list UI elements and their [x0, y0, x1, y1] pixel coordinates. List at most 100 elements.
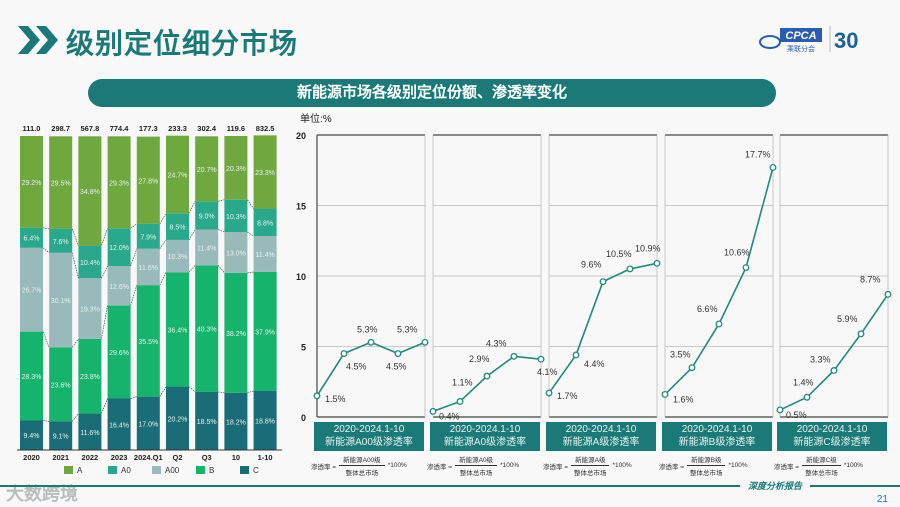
- data-point: [769, 163, 777, 171]
- penetration-formula: 渗透率 = 新能源A00级 整体总市场 *100%: [311, 454, 429, 477]
- bar-total: 233.3: [168, 124, 187, 133]
- bar-segment-C-10: [224, 392, 248, 450]
- legend-swatch-A: [64, 466, 73, 474]
- bar-segment-A-2022: [78, 136, 102, 246]
- caption-title: 新能源B级渗透率: [678, 437, 756, 448]
- bar-segment-C-Q2: [166, 386, 189, 450]
- legend-label: A00: [165, 466, 180, 475]
- bar-segment-A00-Q2: [166, 239, 189, 273]
- data-point: [537, 355, 545, 363]
- data-point: [626, 265, 634, 273]
- caption-period: 2020-2024.1-10: [565, 424, 637, 435]
- bar-segment-A00-10: [224, 232, 248, 273]
- bar-label: 12.0%: [109, 245, 129, 252]
- bar-segment-A00-2020: [20, 247, 43, 332]
- caption-period: 2020-2024.1-10: [449, 424, 521, 435]
- bar-label: 36.4%: [168, 327, 188, 334]
- legend-swatch-A0: [108, 466, 117, 474]
- bar-segment-A0-10: [224, 199, 248, 233]
- penetration-formula: 渗透率 = 新能源C级 整体总市场 *100%: [774, 454, 892, 477]
- data-label: 3.5%: [670, 350, 691, 360]
- connector-line: [71, 413, 79, 422]
- panel-caption: 2020-2024.1-10 新能源A0级渗透率: [430, 422, 540, 451]
- connector-line: [159, 239, 167, 249]
- bar-label: 8.8%: [257, 220, 273, 227]
- line-panel-3: 1.6% 3.5% 6.6% 10.6% 17.7%: [661, 134, 777, 418]
- bar-label: 40.3%: [197, 327, 217, 334]
- bar-segment-A0-2023: [107, 228, 131, 266]
- data-point: [661, 390, 669, 398]
- y-tick-label: 0: [301, 413, 306, 423]
- bar-label: 13.0%: [226, 250, 246, 257]
- data-label: 1.4%: [793, 377, 814, 387]
- connector-line: [42, 420, 50, 422]
- bar-label: 37.9%: [255, 329, 275, 336]
- connector-line: [42, 331, 50, 348]
- penetration-formula: 渗透率 = 新能源A级 整体总市场 *100%: [543, 454, 661, 477]
- y-unit-label: 单位:%: [300, 114, 332, 125]
- legend-label: A0: [121, 466, 131, 475]
- bar-segment-A-10: [224, 136, 248, 200]
- bar-label: 9.4%: [24, 433, 40, 440]
- data-label: 5.3%: [397, 324, 418, 334]
- bar-segment-A0-Q2: [166, 213, 189, 240]
- data-point: [340, 350, 348, 357]
- bar-segment-A-2023: [107, 136, 131, 229]
- connector-line: [159, 272, 167, 286]
- penetration-formula: 渗透率 = 新能源A0级 整体总市场 *100%: [427, 454, 545, 477]
- connector-line: [130, 223, 137, 229]
- penetration-line: [432, 355, 542, 413]
- bar-total: 774.4: [110, 124, 130, 133]
- data-point: [803, 393, 811, 401]
- chevron-double-icon: [18, 26, 58, 54]
- bar-label: 10.4%: [80, 260, 100, 267]
- bar-label: 23.3%: [255, 170, 275, 177]
- legend-label: C: [253, 466, 259, 475]
- connector-line: [218, 229, 225, 233]
- bar-label: 7.9%: [140, 234, 156, 241]
- bar-label: 19.3%: [80, 307, 100, 314]
- formula-numerator: 新能源A0级: [455, 454, 498, 466]
- bar-label: 20.7%: [197, 167, 217, 174]
- panel-caption: 2020-2024.1-10 新能源C级渗透率: [777, 422, 887, 451]
- legend-swatch-A00: [152, 466, 161, 474]
- bar-segment-A-Q2: [166, 135, 189, 214]
- bar-segment-B-2021: [49, 347, 73, 422]
- data-point: [367, 338, 375, 346]
- bar-segment-B-2024.Q1: [136, 285, 160, 397]
- bar-segment-A00-2024.Q1: [136, 248, 160, 286]
- data-label: 4.4%: [584, 359, 605, 369]
- y-tick-label: 15: [296, 202, 306, 212]
- bar-label: 11.6%: [139, 265, 158, 272]
- data-point: [510, 352, 518, 360]
- formula-denominator: 整体总市场: [805, 470, 838, 477]
- bar-segment-B-Q3: [195, 265, 219, 392]
- connector-line: [218, 199, 225, 202]
- bar-label: 35.5%: [138, 339, 158, 346]
- bar-total: 302.4: [197, 124, 217, 133]
- caption-period: 2020-2024.1-10: [333, 424, 405, 435]
- formula-denominator: 整体总市场: [459, 470, 493, 477]
- formula-rhs: *100%: [500, 462, 520, 469]
- caption-title: 新能源A0级渗透率: [443, 437, 527, 448]
- data-point: [599, 278, 607, 286]
- connector-line: [130, 396, 137, 399]
- data-label: 4.5%: [386, 362, 407, 372]
- bar-total: 832.5: [256, 124, 275, 133]
- data-label: 1.5%: [325, 394, 346, 404]
- bar-label: 29.5%: [51, 181, 71, 188]
- formula-denominator: 整体总市场: [690, 470, 723, 477]
- connector-line: [188, 386, 196, 393]
- data-point: [572, 351, 580, 359]
- bar-segment-B-1-10: [253, 271, 277, 391]
- bar-label: 11.6%: [80, 430, 99, 437]
- bar-segment-C-2024.Q1: [136, 396, 160, 450]
- footer-text: 深度分析报告: [740, 479, 811, 492]
- data-point: [429, 407, 437, 415]
- data-point: [394, 350, 402, 357]
- bar-label: 11.4%: [197, 245, 216, 252]
- data-label: 3.3%: [810, 354, 831, 364]
- bar-label: 10.3%: [226, 214, 246, 221]
- data-point: [688, 364, 696, 372]
- bar-segment-A-Q3: [195, 136, 219, 202]
